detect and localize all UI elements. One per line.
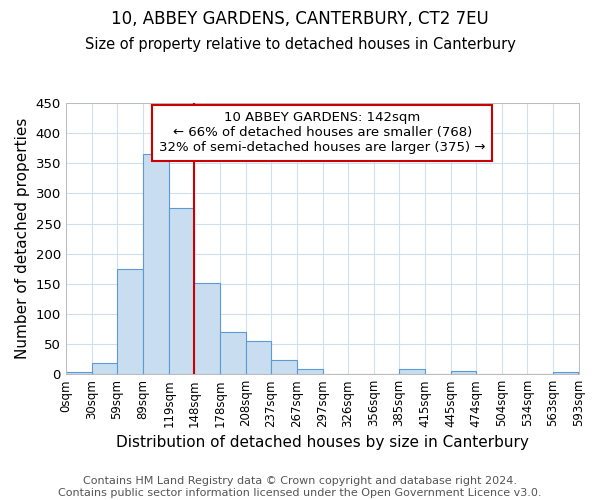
- X-axis label: Distribution of detached houses by size in Canterbury: Distribution of detached houses by size …: [116, 435, 529, 450]
- Bar: [220, 332, 245, 374]
- Bar: [66, 372, 92, 374]
- Bar: [117, 268, 143, 374]
- Text: Size of property relative to detached houses in Canterbury: Size of property relative to detached ho…: [85, 38, 515, 52]
- Text: 10 ABBEY GARDENS: 142sqm
← 66% of detached houses are smaller (768)
32% of semi-: 10 ABBEY GARDENS: 142sqm ← 66% of detach…: [159, 111, 485, 154]
- Bar: [451, 371, 476, 374]
- Bar: [194, 282, 220, 374]
- Text: 10, ABBEY GARDENS, CANTERBURY, CT2 7EU: 10, ABBEY GARDENS, CANTERBURY, CT2 7EU: [111, 10, 489, 28]
- Bar: [398, 370, 425, 374]
- Bar: [271, 360, 296, 374]
- Bar: [92, 364, 117, 374]
- Bar: [245, 341, 271, 374]
- Bar: [553, 372, 578, 374]
- Bar: [296, 370, 323, 374]
- Bar: [169, 208, 194, 374]
- Bar: [143, 154, 169, 374]
- Y-axis label: Number of detached properties: Number of detached properties: [15, 118, 30, 360]
- Text: Contains HM Land Registry data © Crown copyright and database right 2024.
Contai: Contains HM Land Registry data © Crown c…: [58, 476, 542, 498]
